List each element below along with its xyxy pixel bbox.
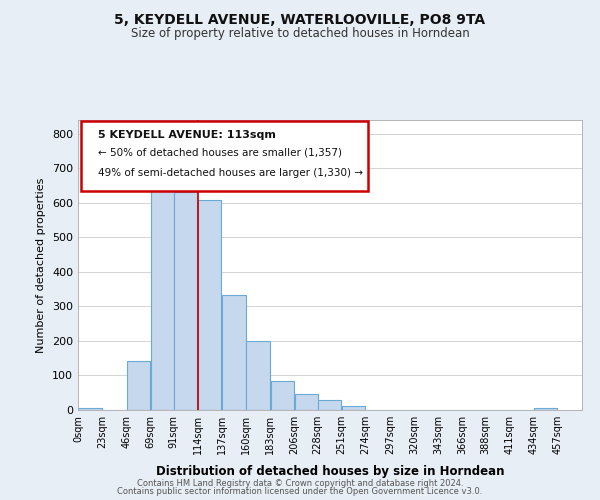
Bar bbox=[79, 408, 102, 410]
Bar bbox=[534, 408, 557, 410]
Bar bbox=[127, 360, 150, 410]
Text: Contains public sector information licensed under the Open Government Licence v3: Contains public sector information licen… bbox=[118, 487, 482, 496]
Bar bbox=[198, 200, 221, 410]
Text: 49% of semi-detached houses are larger (1,330) →: 49% of semi-detached houses are larger (… bbox=[98, 168, 363, 178]
Text: ← 50% of detached houses are smaller (1,357): ← 50% of detached houses are smaller (1,… bbox=[98, 148, 342, 158]
Text: 5, KEYDELL AVENUE, WATERLOOVILLE, PO8 9TA: 5, KEYDELL AVENUE, WATERLOOVILLE, PO8 9T… bbox=[115, 12, 485, 26]
Text: 5 KEYDELL AVENUE: 113sqm: 5 KEYDELL AVENUE: 113sqm bbox=[98, 130, 276, 140]
Bar bbox=[295, 394, 318, 410]
Bar bbox=[222, 295, 245, 410]
FancyBboxPatch shape bbox=[80, 122, 368, 191]
Y-axis label: Number of detached properties: Number of detached properties bbox=[37, 178, 46, 352]
Bar bbox=[342, 406, 365, 410]
Bar bbox=[271, 382, 294, 410]
Bar bbox=[318, 400, 341, 410]
Text: Contains HM Land Registry data © Crown copyright and database right 2024.: Contains HM Land Registry data © Crown c… bbox=[137, 478, 463, 488]
Text: Size of property relative to detached houses in Horndean: Size of property relative to detached ho… bbox=[131, 28, 469, 40]
X-axis label: Distribution of detached houses by size in Horndean: Distribution of detached houses by size … bbox=[156, 466, 504, 478]
Bar bbox=[174, 192, 197, 410]
Bar bbox=[247, 340, 270, 410]
Bar bbox=[151, 192, 174, 410]
